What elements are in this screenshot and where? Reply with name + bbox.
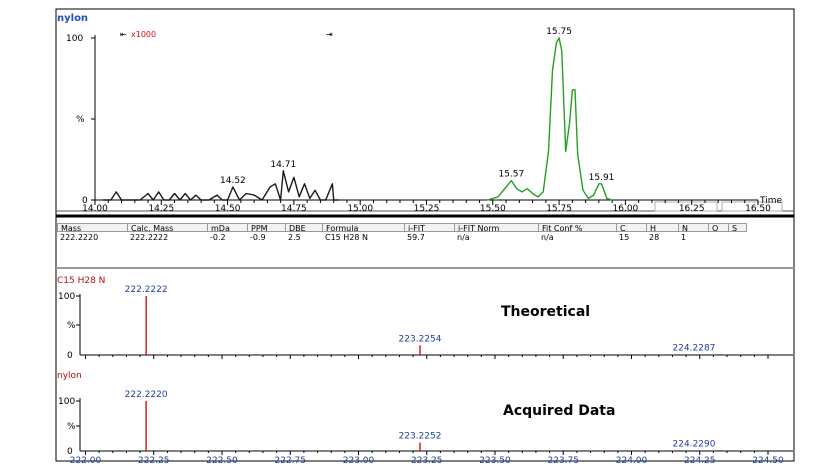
table-header-cell[interactable]: Formula (322, 223, 404, 232)
acquired-x-tick-label: 223.75 (548, 456, 580, 464)
table-cell: n/a (541, 233, 554, 242)
chromatogram-x-tick-label: 16.00 (613, 204, 639, 214)
zoom-label: x1000 (131, 30, 156, 39)
acquired-x-ticks: 222.00 222.25 222.50 222.75 223.00 223.25 223.… (70, 456, 784, 464)
spectrum-peak-label: 222.2220 (125, 390, 168, 400)
chromatogram-x-label: Time (759, 196, 782, 206)
acquired-y-mid: % (67, 422, 76, 432)
acquired-x-tick-label: 223.25 (411, 456, 443, 464)
spectrum-peak-label: 224.2287 (672, 343, 715, 353)
table-cell (708, 233, 728, 242)
acquired-y-top: 100 (58, 397, 75, 407)
table-cell: -0.2 (210, 233, 226, 242)
table-header-cell[interactable]: C (616, 223, 646, 232)
chromatogram-x-tick-label: 16.25 (679, 204, 705, 214)
chromatogram-y-top: 100 (66, 34, 83, 44)
theoretical-y-top: 100 (58, 292, 75, 302)
zoom-left-marker: ⇤ (120, 30, 127, 39)
chromatogram-y-bottom: 0 (82, 196, 88, 206)
spectrum-peak-label: 223.2254 (399, 334, 442, 344)
acquired-x-tick-label: 222.50 (206, 456, 238, 464)
table-cell: -0.9 (250, 233, 266, 242)
peak-label: 14.71 (270, 160, 296, 170)
table-header-cell[interactable]: Calc. Mass (127, 223, 207, 232)
table-cell: C15 H28 N (325, 233, 369, 242)
table-header-cell[interactable]: O (708, 223, 728, 232)
table-cell: 59.7 (407, 233, 425, 242)
theoretical-minor-ticks (85, 355, 769, 359)
theoretical-y-mid: % (67, 321, 76, 331)
acquired-axes (76, 398, 793, 452)
spectrum-peak-label: 222.2222 (125, 285, 168, 295)
table-header-cell[interactable]: N (678, 223, 708, 232)
chromatogram-series-green (487, 37, 613, 201)
peak-label: 14.52 (220, 176, 246, 186)
chromatogram-x-tick-label: 16.50 (745, 204, 771, 214)
theoretical-y-bottom: 0 (67, 351, 73, 361)
chromatogram-x-tick-label: 15.75 (546, 204, 572, 214)
table-header-cell[interactable]: DBE (285, 223, 322, 232)
table-header-cell[interactable]: S (728, 223, 747, 232)
peak-label: 15.91 (589, 173, 615, 183)
scroll-box-left[interactable] (654, 201, 718, 212)
theoretical-annotation: Theoretical (501, 304, 590, 320)
chromatogram-x-tick-label: 15.00 (347, 204, 373, 214)
acquired-title: nylon (57, 371, 82, 381)
spectrum-peak-label: 223.2252 (399, 432, 442, 442)
table-cell: 28 (649, 233, 660, 242)
table-cell: 2.5 (288, 233, 301, 242)
acquired-y-bottom: 0 (67, 447, 73, 457)
outer-border (55, 8, 795, 462)
table-cell: n/a (457, 233, 470, 242)
results-table-row[interactable]: 222.2220 222.2222 -0.2 -0.9 2.5 C15 H28 N 59.7… (57, 233, 791, 243)
table-cell: 222.2220 (60, 233, 99, 242)
acquired-bars: 222.2220 223.2252 224.2290 (125, 390, 716, 451)
chromatogram-series (103, 37, 613, 201)
table-cell: 1 (681, 233, 687, 242)
table-header-cell[interactable]: H (646, 223, 678, 232)
theoretical-bars: 222.2222 223.2254 224.2287 (125, 285, 715, 355)
acquired-x-tick-label: 223.00 (343, 456, 375, 464)
chromatogram-axes (91, 35, 758, 201)
chromatogram-series-trace (103, 170, 339, 201)
results-table: Mass Calc. Mass mDa PPM DBE Formula i-FIT i-FIT… (57, 223, 791, 243)
zoom-right-marker: ⇥ (326, 30, 333, 39)
table-cell (728, 233, 747, 242)
chromatogram-x-tick-label: 14.25 (148, 204, 174, 214)
acquired-x-tick-label: 222.25 (138, 456, 170, 464)
chromatogram-x-ticks: 14.00 14.25 14.50 14.75 15.00 15.25 15.50 15.75… (82, 200, 771, 214)
peak-label: 15.57 (498, 170, 524, 180)
chromatogram-title: nylon (57, 13, 88, 24)
acquired-minor-ticks (85, 451, 769, 455)
table-header-cell[interactable]: mDa (207, 223, 247, 232)
chromatogram-y-mid: % (76, 115, 85, 125)
acquired-x-tick-label: 224.25 (684, 456, 716, 464)
acquired-x-tick-label: 222.75 (275, 456, 307, 464)
chromatogram-x-tick-label: 15.25 (414, 204, 440, 214)
table-header-cell[interactable]: Mass (57, 223, 127, 232)
acquired-annotation: Acquired Data (503, 403, 615, 419)
chromatogram-annotations: 14.52 14.71 15.57 15.75 15.91 (220, 27, 614, 186)
chromatogram-x-tick-label: 14.75 (281, 204, 307, 214)
scroll-box-right[interactable] (721, 201, 783, 212)
spectrum-peak-label: 224.2290 (673, 439, 716, 449)
theoretical-axes (76, 294, 793, 356)
chromatogram-x-tick-label: 14.50 (215, 204, 241, 214)
acquired-x-tick-label: 223.50 (479, 456, 511, 464)
results-table-header: Mass Calc. Mass mDa PPM DBE Formula i-FIT i-FIT… (57, 223, 791, 233)
table-header-cell[interactable]: Fit Conf % (538, 223, 616, 232)
table-cell: 222.2222 (130, 233, 169, 242)
theoretical-title: C15 H28 N (57, 276, 105, 286)
peak-label: 15.75 (546, 27, 572, 37)
acquired-x-tick-label: 222.00 (70, 456, 102, 464)
table-header-cell[interactable]: i-FIT (404, 223, 454, 232)
chromatogram-x-tick-label: 14.00 (82, 204, 108, 214)
acquired-x-tick-label: 224.50 (752, 456, 784, 464)
table-header-cell[interactable]: PPM (247, 223, 285, 232)
table-cell: 15 (619, 233, 630, 242)
chromatogram-x-tick-label: 15.50 (480, 204, 506, 214)
table-header-cell[interactable]: i-FIT Norm (454, 223, 538, 232)
acquired-x-tick-label: 224.00 (616, 456, 648, 464)
